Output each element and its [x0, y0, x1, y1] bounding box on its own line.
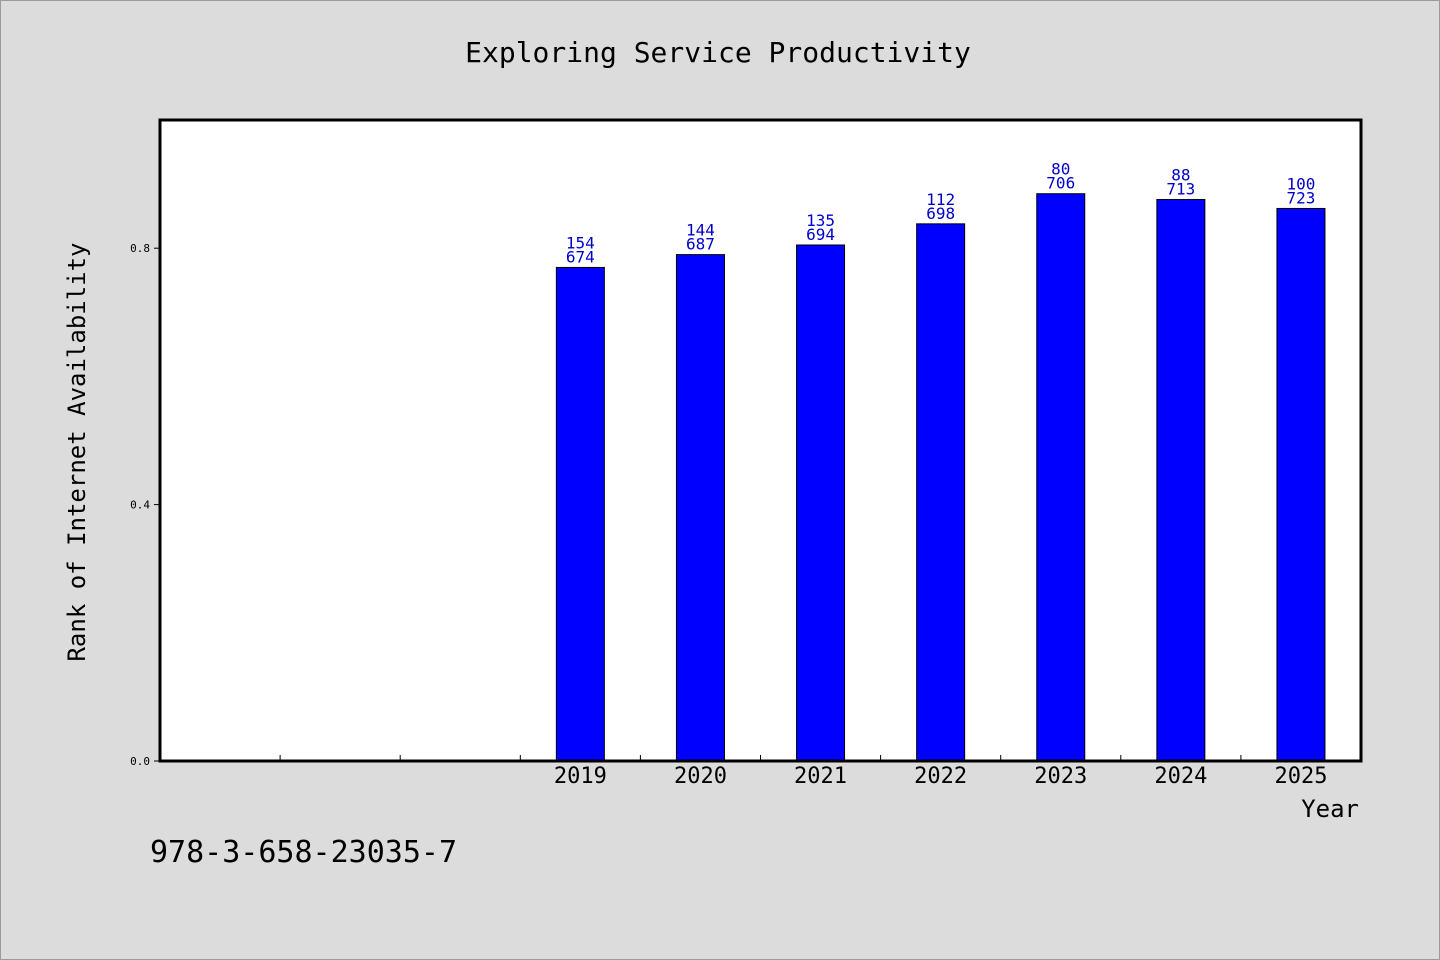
x-axis-label: Year: [1301, 795, 1359, 823]
x-tick-label: 2021: [794, 764, 847, 789]
data-label-top: 100: [1286, 174, 1315, 193]
data-label-bottom: 723: [1286, 188, 1315, 207]
chart-title: Exploring Service Productivity: [465, 36, 971, 69]
x-tick-label: 2022: [914, 764, 967, 789]
data-label-top: 135: [806, 211, 835, 230]
data-label-bottom: 694: [806, 225, 835, 244]
bar-2022: [916, 223, 966, 762]
data-label-bottom: 687: [686, 235, 715, 254]
y-tick-label: 0.4: [130, 499, 150, 512]
y-tick-label: 0.8: [130, 242, 150, 255]
data-label-top: 80: [1051, 160, 1070, 179]
data-label-bottom: 706: [1046, 174, 1075, 193]
data-label-bottom: 713: [1166, 179, 1195, 198]
data-label-top: 154: [566, 233, 595, 252]
x-tick-label: 2020: [674, 764, 727, 789]
y-tick-label: 0.0: [130, 755, 150, 768]
bar-2020: [675, 254, 725, 762]
data-label-top: 88: [1171, 165, 1190, 184]
x-tick-label: 2024: [1154, 764, 1207, 789]
bar-2021: [796, 244, 846, 762]
x-tick-label: 2023: [1034, 764, 1087, 789]
bar-2019: [555, 266, 605, 762]
bar-2023: [1036, 193, 1086, 762]
data-label-bottom: 674: [566, 247, 595, 266]
data-label-top: 112: [926, 190, 955, 209]
bars: [555, 193, 1326, 762]
bar-2024: [1156, 198, 1206, 762]
x-tick-label: 2019: [554, 764, 607, 789]
data-label-bottom: 698: [926, 204, 955, 223]
isbn-footer: 978-3-658-23035-7: [150, 835, 457, 870]
plot-border: [158, 118, 1363, 763]
data-label-top: 144: [686, 221, 715, 240]
bar-2025: [1276, 207, 1326, 762]
x-tick-label: 2025: [1274, 764, 1327, 789]
y-axis-label: Rank of Internet Availability: [63, 242, 91, 661]
